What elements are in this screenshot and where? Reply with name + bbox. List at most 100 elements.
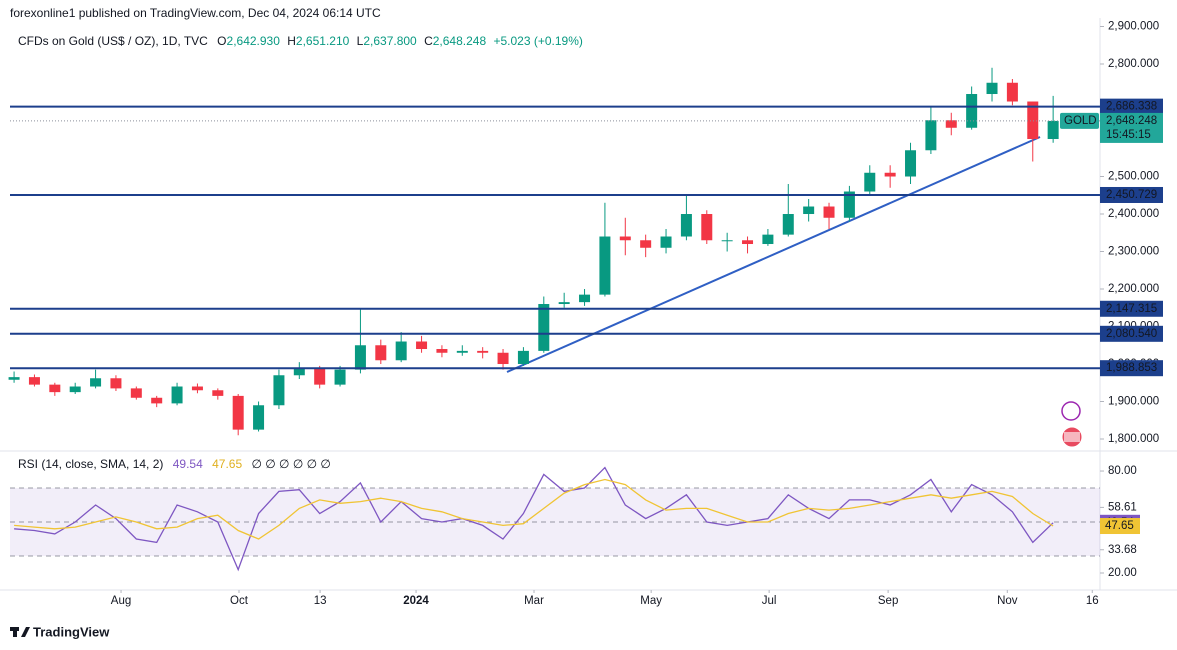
candle-body [721,240,733,242]
price-legend: CFDs on Gold (US$ / OZ), 1D, TVC O2,642.… [18,34,583,48]
rsi-pane: 80.00 58.61 33.68 20.00 Aug Oct 13 2024 Mar May Ju… [10,465,1140,607]
publisher-line: forexonline1 published on TradingView.co… [10,6,381,20]
candle-body [69,386,81,393]
y-tick-label: 2,900.000 [1108,21,1159,33]
level-label: 2,080.540 [1106,328,1157,340]
candle-body [864,172,876,192]
candle-body [966,94,978,128]
y-tick-label: 2,400.000 [1108,208,1159,220]
sma-value: 47.65 [212,457,242,471]
candle-body [701,214,713,241]
candle-body [110,378,122,389]
legend-value: 2,642.930 [227,34,281,48]
symbol-title: CFDs on Gold (US$ / OZ), 1D, TVC [18,34,208,48]
candle-body [497,352,509,365]
legend-key: L [357,34,364,48]
x-tick-label: Mar [524,595,544,607]
candle-body [314,368,326,385]
candle-body [640,240,652,248]
rsi-value-box [1100,518,1140,535]
y-tick-label: 80.00 [1108,465,1137,477]
candle-body [436,349,448,353]
candle-body [354,345,366,370]
candle-body [742,240,754,245]
candle-body [334,369,346,385]
candle-body [558,302,570,305]
logo-part [13,627,17,637]
x-tick-label: Jul [762,595,777,607]
symbol-box [1060,112,1099,129]
flag-detail [1064,432,1080,442]
level-label: 2,450.729 [1106,189,1157,201]
rsi-value: 49.54 [173,457,203,471]
candle-body [130,388,142,398]
y-tick-label: 58.61 [1108,501,1137,513]
candle-body [191,386,203,391]
candle-body [803,206,815,215]
candle-body [1047,120,1059,140]
candle-body [1006,82,1018,102]
candle-body [375,345,387,361]
candle-body [8,377,20,380]
candle-body [599,236,611,295]
candle-body [762,234,774,245]
level-label: 1,988.853 [1106,362,1157,374]
candle-body [212,390,224,396]
footer-logo [10,627,30,637]
candle-body [395,341,407,361]
y-tick-label: 2,300.000 [1108,246,1159,258]
x-tick-label: 13 [314,595,327,607]
event-icon[interactable] [1061,401,1081,421]
x-tick-label: Nov [997,595,1018,607]
last-price-label: 2,648.248 [1106,115,1157,127]
candle-body [151,397,163,404]
footer-brand: TradingView [33,624,110,639]
rsi-legend: RSI (14, close, SMA, 14, 2) 49.54 47.65 … [18,457,331,471]
level-label: 2,686.338 [1106,101,1157,113]
price-pane: 2,900.000 2,800.000 2,500.000 2,400.000 2,30… [8,21,1163,445]
level-label-box [1100,300,1163,317]
candle-body [579,294,591,303]
candle-body [945,120,957,128]
level-label: 2,147.315 [1106,303,1157,315]
candle-body [477,350,489,353]
candle-body [232,395,244,430]
legend-value: 2,651.210 [296,34,350,48]
level-label-box [1100,186,1163,203]
rsi-title: RSI (14, close, SMA, 14, 2) [18,457,163,471]
candle-body [273,375,285,406]
last-price-box [1100,112,1163,143]
legend-value: 2,648.248 [433,34,487,48]
level-label-box [1100,325,1163,342]
x-tick-label: May [640,595,662,607]
legend-change: +5.023 (+0.19%) [493,34,582,48]
rsi-value-label: 47.65 [1105,520,1134,532]
y-tick-label: 20.00 [1108,567,1137,579]
candle-body [1027,101,1039,140]
candle-body [660,236,672,248]
candle-body [925,120,937,151]
x-tick-label: 2024 [403,595,429,607]
symbol-label: GOLD [1064,115,1097,127]
candle-body [782,214,794,235]
y-tick-label: 1,800.000 [1108,433,1159,445]
sma-line [14,478,1054,540]
legend-key: O [217,34,226,48]
candle-body [171,386,183,404]
candle-body [680,214,692,237]
y-tick-label: 2,800.000 [1108,58,1159,70]
candle-body [49,384,61,393]
y-tick-label: 1,900.000 [1108,396,1159,408]
legend-key: H [287,34,296,48]
candle-body [884,172,896,177]
candle-body [986,82,998,95]
candle-body [253,405,265,430]
candle-body [619,236,631,241]
na-marks: ∅ ∅ ∅ ∅ ∅ ∅ [251,457,330,471]
candle-body [823,206,835,218]
candle-body [456,350,468,353]
legend-value: 2,637.800 [363,34,417,48]
level-label-box [1100,98,1163,115]
